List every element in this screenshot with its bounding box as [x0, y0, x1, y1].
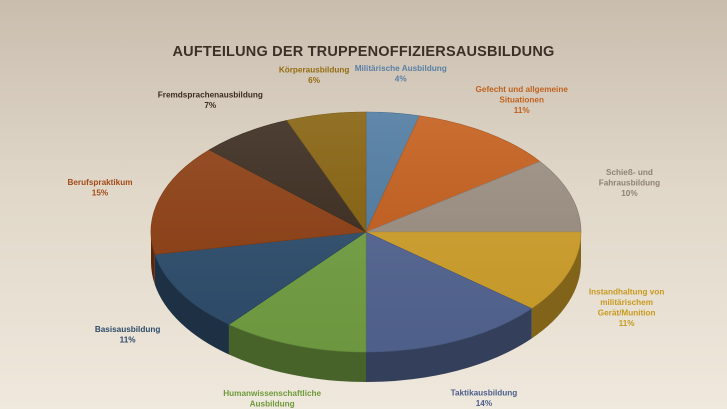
pie-label-value: 14%	[476, 399, 493, 408]
pie-slice-side	[154, 254, 229, 355]
pie-label-text: Fremdsprachenausbildung	[158, 90, 263, 99]
pie-label-text: Gefecht und allgemeine	[476, 85, 569, 94]
pie-label: Instandhaltung von militärischemGerät/Mun…	[589, 287, 665, 328]
pie-label-text: Taktikausbildung	[451, 389, 518, 398]
pie-slice-side	[151, 232, 155, 285]
pie-labels: Militärische Ausbildung 4% Gefecht und all…	[67, 64, 664, 409]
pie-label-text: Körperausbildung	[279, 66, 350, 75]
pie-surface-sheen	[151, 112, 581, 352]
pie-label-value: 6%	[308, 76, 321, 85]
pie-label-text: Humanwissenschaftliche	[223, 389, 321, 398]
pie-slice-side	[531, 232, 581, 339]
pie-label: Berufspraktikum 15%	[67, 178, 132, 198]
pie-label-text: Schieß- und	[606, 168, 653, 177]
pie-label: Fremdsprachenausbildung 7%	[158, 90, 263, 110]
pie-label: HumanwissenschaftlicheAusbildung11%	[223, 389, 321, 409]
pie-label-text: Ausbildung	[250, 400, 295, 409]
pie-label: Basisausbildung 11%	[95, 325, 161, 345]
pie-label-value: 11%	[120, 336, 137, 345]
pie-label-text: Fahrausbildung	[599, 179, 660, 188]
pie-sides	[151, 232, 581, 382]
pie-label-value: 11%	[619, 319, 636, 328]
pie-label-text: Berufspraktikum	[67, 178, 132, 187]
pie-slice-side	[366, 308, 532, 382]
pie-label-value: 7%	[204, 101, 217, 110]
pie-label: Militärische Ausbildung 4%	[355, 64, 447, 84]
pie-label-text: Gerät/Munition	[598, 308, 656, 317]
pie-label-value: 10%	[621, 189, 638, 198]
chart-title: AUFTEILUNG DER TRUPPENOFFIZIERSAUSBILDUN…	[172, 44, 555, 60]
pie-label-value: 4%	[395, 75, 408, 84]
pie-label-value: 15%	[92, 189, 109, 198]
pie-label-value: 11%	[514, 106, 531, 115]
pie-label-text: Militärische Ausbildung	[355, 64, 447, 73]
pie-slice-side	[228, 324, 366, 382]
pie-label-text: Basisausbildung	[95, 325, 161, 334]
pie-label-text: Situationen	[499, 96, 544, 105]
pie-label-text: Instandhaltung von	[589, 287, 665, 296]
pie-label-text: militärischem	[600, 298, 653, 307]
pie-slices	[150, 111, 582, 353]
